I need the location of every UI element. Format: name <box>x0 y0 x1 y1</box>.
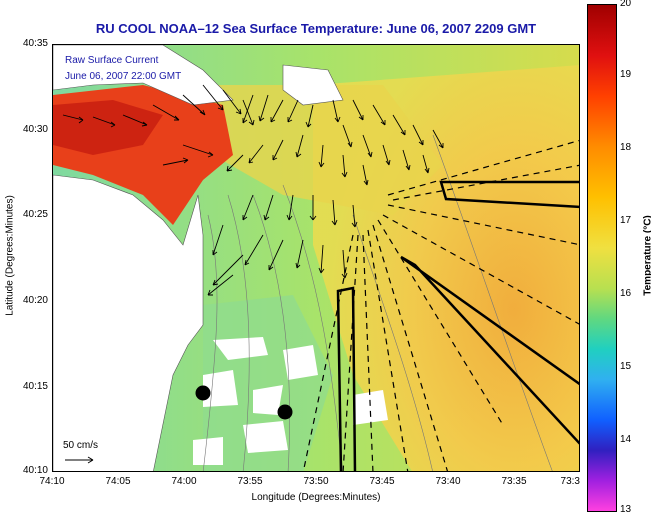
radial-transects <box>302 139 579 471</box>
map-area[interactable]: Raw Surface Current June 06, 2007 22:00 … <box>52 44 580 472</box>
colorbar-tick: 18 <box>620 142 632 153</box>
y-tick: 40:20 <box>22 295 48 306</box>
x-tick: 73:50 <box>303 476 329 487</box>
y-tick: 40:15 <box>22 381 48 392</box>
y-tick: 40:25 <box>22 209 48 220</box>
y-tick: 40:10 <box>22 465 48 476</box>
long-island-shore <box>53 45 234 106</box>
x-tick: 73:35 <box>501 476 527 487</box>
scale-label: 50 cm/s <box>63 440 99 451</box>
colorbar-label: Temperature (°C) <box>642 215 651 296</box>
y-axis-label: Latitude (Degrees:Minutes) <box>4 195 16 316</box>
colorbar-tick: 19 <box>620 69 632 80</box>
colorbar-tick: 20 <box>620 0 632 9</box>
scale-arrow <box>65 456 94 464</box>
new-jersey-coast <box>53 174 204 471</box>
bathymetry-contours <box>202 134 553 471</box>
colorbar-tick: 16 <box>620 288 632 299</box>
sst-map <box>53 45 579 471</box>
x-tick: 73:40 <box>435 476 461 487</box>
yellow-plume <box>203 85 443 215</box>
x-tick: 73:3 <box>560 476 580 487</box>
y-tick: 40:35 <box>22 38 48 49</box>
colorbar-tick: 17 <box>620 215 632 226</box>
station-marker <box>277 404 293 420</box>
surface-current-vectors <box>62 84 444 296</box>
map-title: RU COOL NOAA–12 Sea Surface Temperature:… <box>95 21 537 36</box>
legend-line-2: June 06, 2007 22:00 GMT <box>65 71 182 82</box>
colorbar-tick: 14 <box>620 434 632 445</box>
legend-line-1: Raw Surface Current <box>65 55 159 66</box>
x-tick: 73:55 <box>237 476 263 487</box>
x-tick: 74:05 <box>105 476 131 487</box>
temperature-colorbar <box>587 4 617 512</box>
x-tick: 74:10 <box>39 476 65 487</box>
colorbar-tick: 15 <box>620 361 632 372</box>
cloud-patch <box>213 337 268 360</box>
y-tick: 40:30 <box>22 124 48 135</box>
colorbar-tick: 13 <box>620 504 632 515</box>
land-patch <box>282 64 344 106</box>
x-tick: 74:00 <box>171 476 197 487</box>
shipping-lanes <box>336 180 579 471</box>
station-marker <box>195 385 211 401</box>
x-tick: 73:45 <box>369 476 395 487</box>
x-axis-label: Longitude (Degrees:Minutes) <box>251 492 381 503</box>
